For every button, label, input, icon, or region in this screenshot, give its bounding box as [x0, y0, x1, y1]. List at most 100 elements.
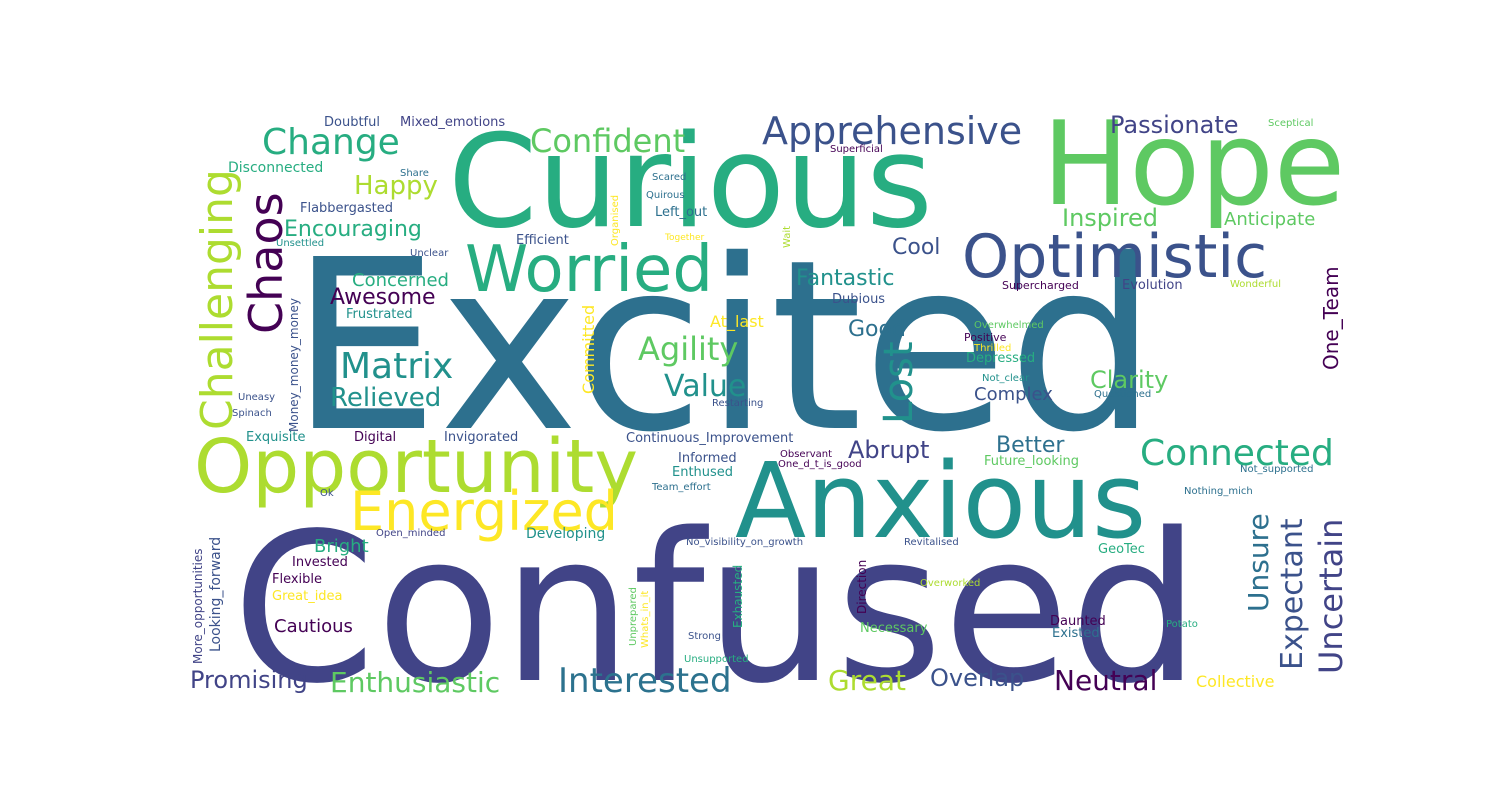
- word-unsettled: Unsettled: [276, 238, 324, 249]
- word-ok: Ok: [320, 488, 334, 499]
- word-at_last: At_last: [710, 312, 764, 332]
- word-confident: Confident: [530, 122, 685, 160]
- word-daunted: Daunted: [1050, 614, 1106, 629]
- word-anticipate: Anticipate: [1224, 209, 1315, 230]
- word-cautious: Cautious: [274, 616, 353, 637]
- word-committed: Committed: [579, 305, 598, 394]
- word-relieved: Relieved: [330, 383, 441, 413]
- word-interested: Interested: [558, 661, 732, 701]
- word-one_d: One_d_t_is_good: [778, 459, 862, 470]
- word-invested: Invested: [292, 555, 348, 570]
- word-observant: Observant: [780, 449, 832, 460]
- word-overwhelmed: Overwhelmed: [974, 320, 1044, 331]
- word-flabbergasted: Flabbergasted: [300, 201, 393, 216]
- word-overworked: Overworked: [920, 578, 980, 589]
- word-superficial: Superficial: [830, 144, 883, 155]
- word-money: Money_money_money: [287, 298, 301, 432]
- word-concerned: Concerned: [352, 270, 449, 291]
- word-hope: Hope: [1042, 97, 1345, 232]
- word-bright: Bright: [314, 536, 369, 557]
- word-opportunity: Opportunity: [194, 424, 638, 510]
- word-apprehensive: Apprehensive: [762, 109, 1022, 153]
- word-team_effort: Team_effort: [651, 482, 711, 493]
- word-neutral: Neutral: [1054, 664, 1157, 697]
- word-lost: Lost: [876, 341, 922, 424]
- word-unsupported: Unsupported: [684, 654, 749, 665]
- word-spinach: Spinach: [232, 408, 272, 419]
- word-invigorated: Invigorated: [444, 430, 518, 445]
- word-promising: Promising: [190, 666, 308, 694]
- word-together: Together: [664, 233, 704, 243]
- word-more_opportunities: More_opportunities: [191, 548, 205, 664]
- word-passionate: Passionate: [1110, 111, 1239, 139]
- word-uneasy: Uneasy: [238, 392, 275, 403]
- word-encouraging: Encouraging: [284, 217, 422, 242]
- word-open_minded: Open_minded: [376, 528, 445, 539]
- word-enthusiastic: Enthusiastic: [330, 666, 500, 699]
- word-direction: Direction: [855, 560, 869, 614]
- word-exhausted: Exhausted: [731, 565, 745, 628]
- word-depressed: Depressed: [966, 351, 1035, 366]
- word-complex: Complex: [974, 384, 1053, 405]
- word-doubtful: Doubtful: [324, 115, 380, 130]
- word-whats_in_it: Whats_in_it: [640, 591, 651, 648]
- word-necessary: Necessary: [860, 621, 928, 636]
- word-disconnected: Disconnected: [228, 160, 323, 176]
- word-connected: Connected: [1140, 433, 1334, 474]
- word-left_out: Left_out: [655, 205, 707, 220]
- word-excited: Excited: [290, 209, 1157, 484]
- word-happy: Happy: [354, 171, 438, 201]
- word-not_supported: Not_supported: [1240, 464, 1313, 475]
- word-no_visibility: No_visibility_on_growth: [686, 537, 803, 548]
- word-not_clear: Not_clear: [982, 373, 1030, 384]
- word-optimistic: Optimistic: [962, 222, 1267, 292]
- word-thrilled: Thrilled: [973, 343, 1011, 354]
- word-efficient: Efficient: [516, 233, 569, 248]
- word-quirous: Quirous: [646, 190, 685, 201]
- word-value: Value: [664, 369, 746, 404]
- word-change: Change: [262, 122, 400, 163]
- word-one_team: One_Team: [1319, 266, 1343, 370]
- word-expectant: Expectant: [1275, 518, 1310, 670]
- word-worried: Worried: [465, 233, 713, 307]
- word-evolution: Evolution: [1122, 278, 1183, 293]
- word-overlap: Overlap: [930, 664, 1024, 692]
- word-nothing_mich: Nothing_mich: [1184, 486, 1253, 497]
- word-inspired: Inspired: [1062, 204, 1158, 232]
- word-potato: Potato: [1166, 619, 1198, 630]
- word-cool: Cool: [892, 235, 940, 260]
- word-frustrated: Frustrated: [346, 307, 413, 322]
- word-scared: Scared: [652, 172, 686, 183]
- word-restarting: Restarting: [712, 398, 763, 409]
- word-digital: Digital: [354, 430, 396, 445]
- word-positive: Positive: [964, 331, 1007, 344]
- word-clarity: Clarity: [1090, 366, 1168, 394]
- word-organised: Organised: [610, 195, 621, 246]
- word-abrupt: Abrupt: [848, 436, 929, 464]
- word-questioned: Questioned: [1094, 389, 1151, 400]
- word-existed: Existed: [1052, 626, 1100, 641]
- word-looking_forward: Looking_forward: [208, 537, 224, 652]
- word-unsure: Unsure: [1242, 513, 1275, 612]
- word-strong: Strong: [688, 631, 721, 642]
- word-developing: Developing: [526, 526, 605, 542]
- word-awesome: Awesome: [330, 285, 436, 310]
- word-exquisite: Exquisite: [246, 430, 306, 445]
- word-revitalised: Revitalised: [904, 537, 959, 548]
- word-share: Share: [400, 168, 429, 179]
- word-better: Better: [996, 433, 1065, 458]
- word-uncertain: Uncertain: [1312, 519, 1350, 674]
- word-matrix: Matrix: [340, 346, 453, 387]
- word-unclear: Unclear: [410, 248, 449, 259]
- word-great: Great: [828, 664, 906, 697]
- word-chaos: Chaos: [239, 192, 293, 334]
- word-unprepared: Unprepared: [628, 587, 639, 646]
- word-collective: Collective: [1196, 672, 1275, 691]
- word-geotec: GeoTec: [1098, 542, 1145, 557]
- word-supercharged: Supercharged: [1002, 279, 1079, 292]
- word-good: Good: [848, 317, 906, 342]
- word-flexible: Flexible: [272, 572, 322, 587]
- word-agility: Agility: [638, 330, 738, 368]
- word-informed: Informed: [678, 451, 737, 466]
